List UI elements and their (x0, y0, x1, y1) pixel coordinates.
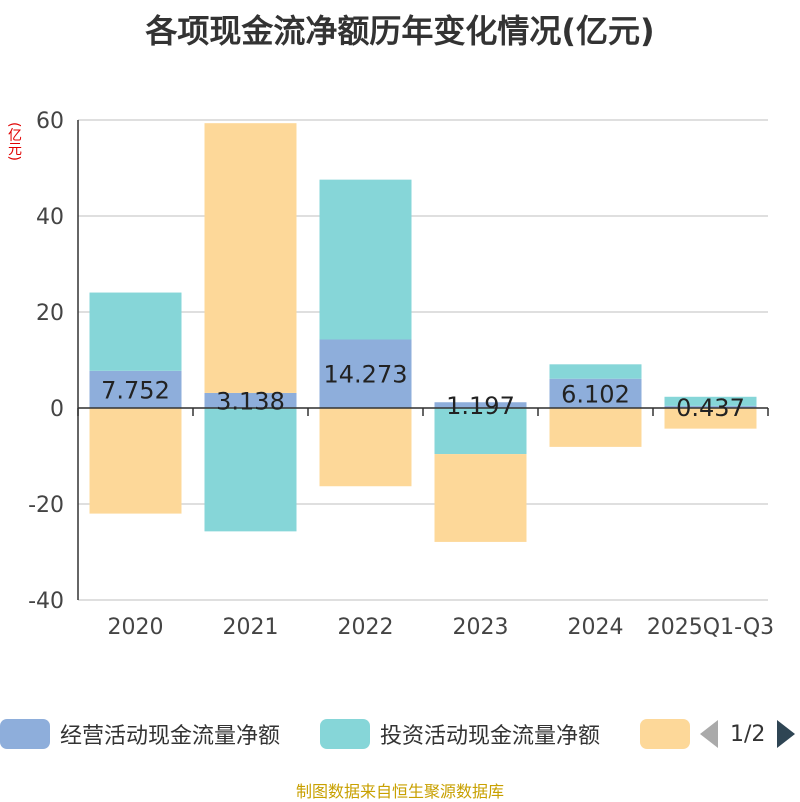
y-tick-label: 60 (36, 109, 64, 134)
bar-2-2021 (204, 123, 297, 393)
bar-2-2022 (319, 408, 412, 487)
bar-0-2022 (319, 339, 412, 408)
bar-1-2024 (549, 364, 642, 379)
legend-swatch-financing (640, 719, 690, 749)
legend-item-financing[interactable] (640, 716, 690, 752)
chart-title: 各项现金流净额历年变化情况(亿元) (145, 12, 655, 50)
x-tick-label: 2024 (568, 615, 624, 640)
y-tick-label: 40 (36, 205, 64, 230)
data-label: 1.197 (446, 392, 515, 420)
data-label: 0.437 (676, 394, 745, 422)
bar-0-2020 (89, 370, 182, 408)
y-tick-label: 0 (50, 397, 64, 422)
bar-layer (89, 123, 757, 542)
bar-0-2021 (204, 392, 297, 408)
data-source-note: 制图数据来自恒生聚源数据库 (295, 782, 504, 801)
data-label: 7.752 (101, 376, 170, 404)
bar-1-2022 (319, 179, 412, 340)
x-tick-label: 2025Q1-Q3 (647, 615, 774, 640)
x-tick-label: 2020 (108, 615, 164, 640)
bar-1-2025Q1-Q3 (664, 396, 757, 406)
data-label: 6.102 (561, 380, 630, 408)
bar-2-2023 (434, 454, 527, 542)
legend: 经营活动现金流量净额 投资活动现金流量净额 (0, 716, 800, 756)
bar-0-2025Q1-Q3 (664, 405, 757, 408)
axis-layer: 60 40 20 0 -20 -40 2020 2021 2022 2023 2024 2025Q1-… (28, 109, 774, 640)
legend-item-investing[interactable]: 投资活动现金流量净额 (320, 716, 600, 752)
data-label-layer: 7.752 3.138 14.273 1.197 6.102 0.437 (101, 361, 745, 422)
legend-swatch-investing (320, 719, 370, 749)
bar-1-2021 (204, 408, 297, 532)
y-tick-label: -40 (28, 589, 64, 614)
bar-1-2020 (89, 292, 182, 371)
y-tick-label: 20 (36, 301, 64, 326)
legend-next-page-icon[interactable] (777, 720, 796, 748)
data-label: 3.138 (216, 387, 285, 415)
legend-prev-page-icon[interactable] (700, 720, 718, 748)
bar-0-2024 (549, 378, 642, 408)
x-tick-label: 2022 (338, 615, 394, 640)
y-axis-unit-label: (亿元) (6, 122, 22, 161)
bar-1-2023 (434, 408, 527, 455)
y-tick-label: -20 (28, 493, 64, 518)
bar-0-2023 (434, 402, 527, 408)
x-tick-label: 2021 (223, 615, 279, 640)
legend-label-investing: 投资活动现金流量净额 (380, 724, 601, 749)
legend-pager: 1/2 (700, 716, 796, 752)
bar-2-2024 (549, 408, 642, 447)
legend-swatch-operating (0, 719, 50, 749)
data-label: 14.273 (324, 361, 408, 389)
legend-label-operating: 经营活动现金流量净额 (60, 724, 281, 749)
bar-2-2020 (89, 408, 182, 514)
bar-2-2025Q1-Q3 (664, 408, 757, 429)
legend-item-operating[interactable]: 经营活动现金流量净额 (0, 716, 280, 752)
x-tick-label: 2023 (453, 615, 509, 640)
legend-page-indicator: 1/2 (730, 721, 766, 747)
